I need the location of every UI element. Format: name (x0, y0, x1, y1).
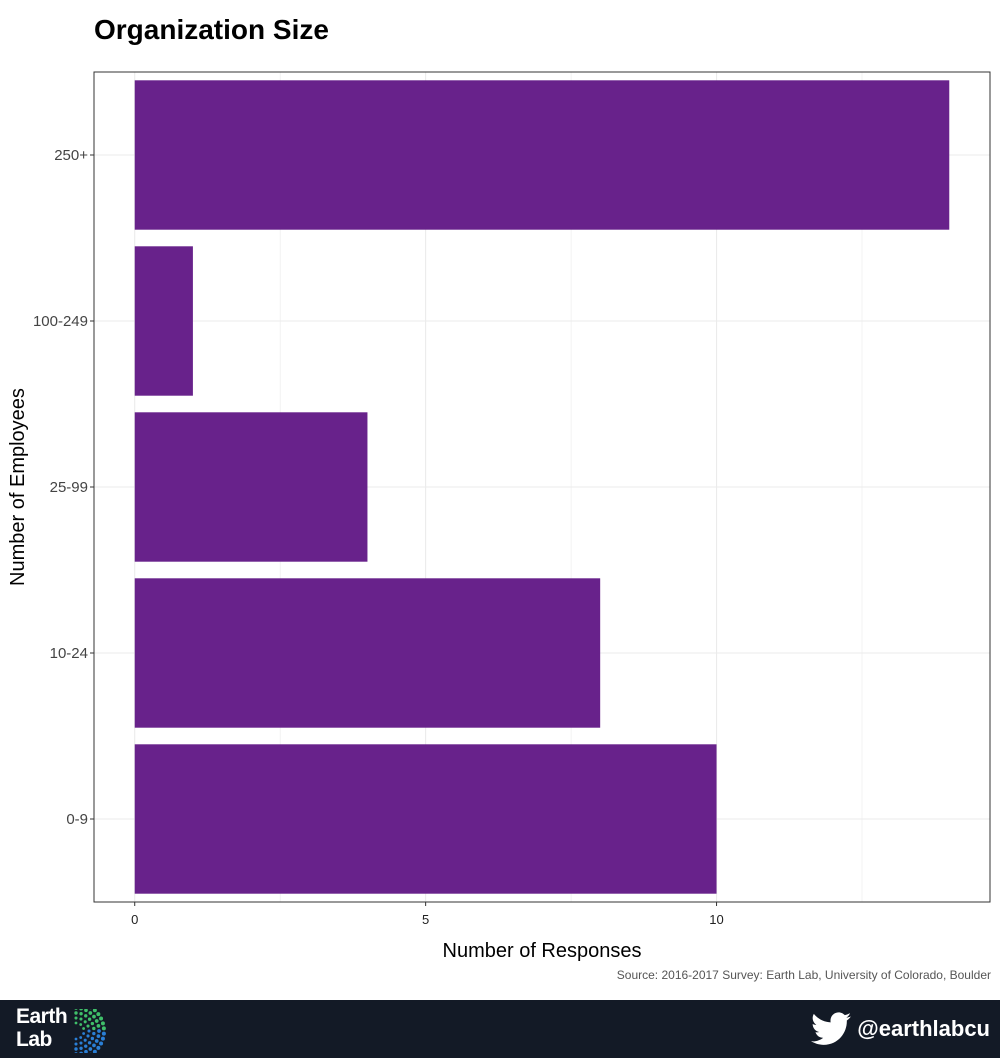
twitter-handle: @earthlabcu (811, 1000, 990, 1058)
logo-dot (74, 1009, 78, 1010)
y-axis-label: Number of Employees (7, 388, 29, 586)
logo-dot (79, 1009, 83, 1011)
bar-100-249 (134, 246, 193, 396)
logo-dot (92, 1031, 96, 1036)
logo-dot (74, 1037, 78, 1041)
logo-dot (86, 1034, 90, 1038)
logo-dot (92, 1026, 96, 1031)
logo-dot (82, 1032, 86, 1035)
logo-dot (94, 1019, 99, 1023)
bars (134, 80, 950, 894)
x-axis-label: Number of Responses (443, 940, 642, 962)
source-caption: Source: 2016-2017 Survey: Earth Lab, Uni… (616, 968, 991, 982)
logo-dot (100, 1036, 105, 1041)
logo-text: Earth Lab (16, 1005, 68, 1051)
logo-dot (101, 1026, 106, 1031)
logo-dot (82, 1027, 86, 1030)
logo-line-2: Lab (16, 1028, 52, 1051)
logo-dot (74, 1042, 78, 1046)
bar-25-99 (134, 412, 368, 562)
logo-dot (100, 1021, 105, 1026)
twitter-bird-icon (811, 1012, 852, 1045)
twitter-handle-text: @earthlabcu (857, 1016, 990, 1041)
logo-dot (79, 1012, 83, 1016)
logo-line-1: Earth (16, 1005, 68, 1028)
logo-dot (79, 1023, 83, 1026)
logo-dot (90, 1021, 95, 1026)
logo-dot (96, 1012, 101, 1017)
logo-dot (97, 1029, 101, 1033)
y-tick-label: 0-9 (66, 811, 88, 828)
logo-dot (83, 1020, 87, 1024)
logo-dot (86, 1024, 90, 1028)
logo-dot (87, 1029, 91, 1033)
logo-dot (79, 1017, 83, 1021)
logo-dot (88, 1047, 93, 1051)
chart-title: Organization Size (94, 14, 329, 45)
bar-0-9 (134, 744, 717, 894)
logo-dot (74, 1021, 78, 1025)
logo-dot (83, 1038, 87, 1042)
logo-dot (96, 1024, 101, 1028)
bar-10-24 (134, 578, 601, 728)
x-tick-label: 0 (131, 912, 138, 927)
logo-dot (79, 1041, 83, 1045)
y-tick-label: 100-249 (33, 313, 88, 330)
logo-dot (87, 1017, 92, 1021)
logo-dot (74, 1047, 78, 1051)
earth-lab-dots-logo-icon (74, 1009, 106, 1053)
logo-dot (94, 1039, 99, 1043)
logo-dot (74, 1052, 78, 1053)
logo-dot (88, 1011, 93, 1015)
logo-dot (92, 1049, 97, 1053)
chart: 0-9 10-24 25-99 100-249 250+ 0 5 10 Number of R… (7, 71, 991, 962)
logo-dot (101, 1031, 106, 1036)
logo-dot (84, 1049, 88, 1053)
logo-dot (92, 1014, 96, 1019)
x-tick-label: 5 (422, 912, 429, 927)
logo-dot (96, 1034, 101, 1038)
logo-dot (92, 1043, 96, 1048)
logo-dot (79, 1036, 83, 1039)
x-tick-label: 10 (709, 912, 723, 927)
logo-dot (74, 1011, 78, 1015)
logo-dot (84, 1009, 88, 1013)
logo-dot (84, 1044, 88, 1048)
logo-dot (87, 1041, 92, 1045)
logo-dot (79, 1046, 83, 1050)
logo-dot (92, 1009, 97, 1013)
y-tick-label: 250+ (54, 147, 88, 164)
y-tick-label: 10-24 (50, 645, 88, 662)
earth-lab-logo: Earth Lab (16, 1005, 116, 1055)
logo-dot (99, 1016, 104, 1021)
bar-250+ (134, 80, 950, 230)
logo-dot (79, 1051, 83, 1053)
logo-dot (74, 1016, 78, 1020)
footer-bar: Earth Lab @earthlabcu (0, 1000, 1000, 1058)
logo-dot (90, 1036, 95, 1041)
logo-dot (99, 1041, 104, 1046)
y-tick-label: 25-99 (50, 479, 88, 496)
axes: 0-9 10-24 25-99 100-249 250+ 0 5 10 (33, 147, 724, 927)
logo-dot (96, 1045, 101, 1050)
logo-dot (84, 1014, 88, 1018)
